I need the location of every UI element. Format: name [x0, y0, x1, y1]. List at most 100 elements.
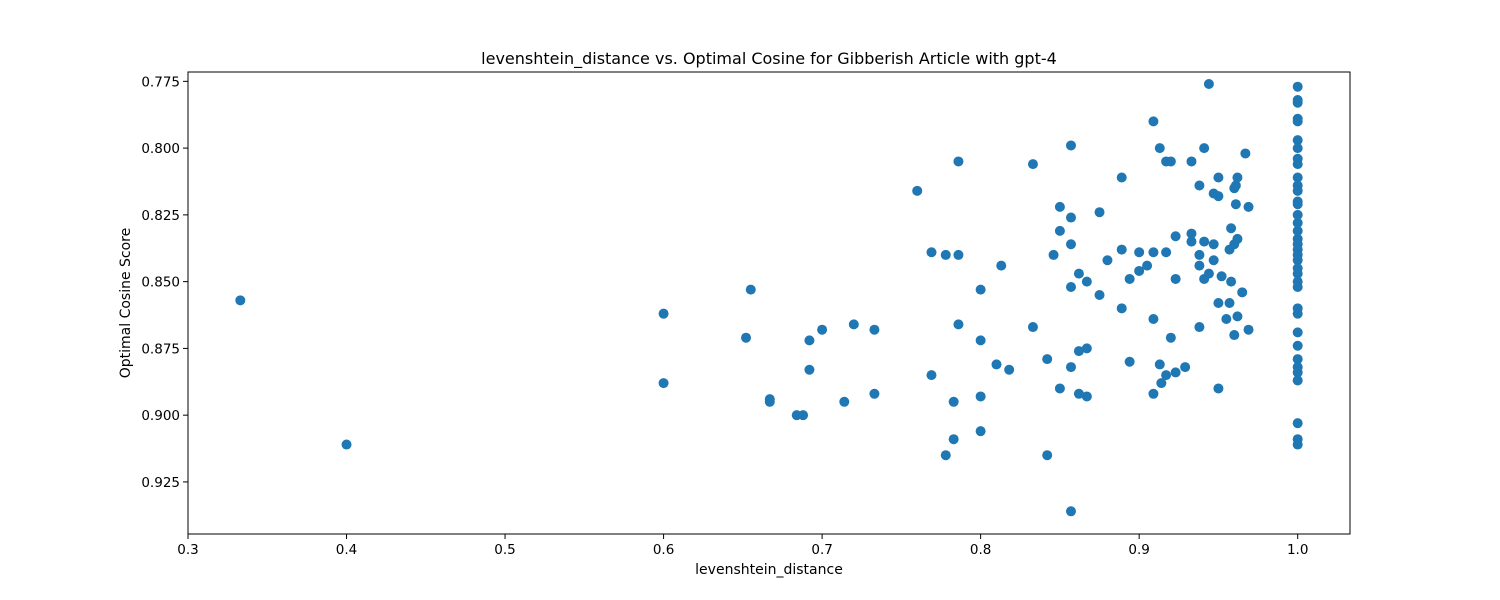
data-point: [804, 335, 815, 346]
data-point: [1292, 116, 1303, 127]
data-point: [341, 439, 352, 450]
data-point: [869, 324, 880, 335]
data-point: [1148, 116, 1159, 127]
data-point: [1065, 506, 1076, 517]
data-point: [1186, 228, 1197, 239]
data-point: [1213, 383, 1224, 394]
y-axis-ticks: 0.775 0.800 0.825 0.850 0.875 0.900 0.925: [141, 74, 188, 491]
data-point: [1081, 276, 1092, 287]
data-point: [975, 284, 986, 295]
data-point: [996, 260, 1007, 271]
points-layer: [235, 79, 1303, 517]
data-point: [1124, 273, 1135, 284]
data-point: [1134, 265, 1145, 276]
y-tick-label: 0.775: [141, 74, 180, 90]
data-point: [1165, 332, 1176, 343]
data-point: [1292, 268, 1303, 279]
data-point: [658, 308, 669, 319]
data-point: [764, 396, 775, 407]
data-point: [1065, 362, 1076, 373]
data-point: [1186, 236, 1197, 247]
data-point: [1292, 209, 1303, 220]
data-point: [1292, 354, 1303, 365]
data-point: [1048, 249, 1059, 260]
data-point: [1194, 180, 1205, 191]
data-point: [1170, 273, 1181, 284]
data-point: [1170, 367, 1181, 378]
data-point: [1232, 172, 1243, 183]
data-point: [1292, 81, 1303, 92]
x-tick-label: 0.8: [970, 542, 991, 558]
data-point: [926, 370, 937, 381]
data-point: [1142, 260, 1153, 271]
data-point: [1208, 239, 1219, 250]
data-point: [975, 391, 986, 402]
data-point: [1065, 140, 1076, 151]
x-tick-label: 0.7: [811, 542, 832, 558]
data-point: [869, 388, 880, 399]
data-point: [1134, 247, 1145, 258]
data-point: [1292, 185, 1303, 196]
y-tick-label: 0.825: [141, 208, 180, 224]
data-point: [1054, 201, 1065, 212]
data-point: [1161, 247, 1172, 258]
data-point: [1165, 156, 1176, 167]
data-point: [975, 335, 986, 346]
y-tick-label: 0.875: [141, 341, 180, 357]
data-point: [658, 378, 669, 389]
data-point: [940, 249, 951, 260]
data-point: [1194, 260, 1205, 271]
data-point: [912, 185, 923, 196]
data-point: [848, 319, 859, 330]
x-tick-label: 1.0: [1287, 542, 1308, 558]
data-point: [817, 324, 828, 335]
data-point: [1237, 287, 1248, 298]
data-point: [926, 247, 937, 258]
data-point: [1054, 225, 1065, 236]
data-point: [1292, 135, 1303, 146]
data-point: [745, 284, 756, 295]
data-point: [1156, 378, 1167, 389]
data-point: [1116, 172, 1127, 183]
data-point: [953, 249, 964, 260]
data-point: [975, 426, 986, 437]
y-tick-label: 0.800: [141, 141, 180, 157]
data-point: [1073, 346, 1084, 357]
data-point: [1213, 172, 1224, 183]
data-point: [953, 156, 964, 167]
data-point: [1124, 356, 1135, 367]
data-point: [1230, 180, 1241, 191]
data-point: [1094, 207, 1105, 218]
data-point: [1027, 159, 1038, 170]
data-point: [1102, 255, 1113, 266]
x-tick-label: 0.4: [336, 542, 357, 558]
x-tick-label: 0.9: [1128, 542, 1149, 558]
y-tick-label: 0.850: [141, 275, 180, 291]
data-point: [1232, 311, 1243, 322]
x-axis-ticks: 0.3 0.4 0.5 0.6 0.7 0.8 0.9 1.0: [177, 534, 1308, 558]
data-point: [991, 359, 1002, 370]
y-axis-label: Optimal Cosine Score: [118, 228, 134, 379]
data-point: [1042, 450, 1053, 461]
data-point: [1292, 97, 1303, 108]
data-point: [1199, 143, 1210, 154]
data-point: [1292, 225, 1303, 236]
y-tick-label: 0.925: [141, 475, 180, 491]
data-point: [1116, 303, 1127, 314]
data-point: [1186, 156, 1197, 167]
data-point: [1073, 388, 1084, 399]
data-point: [1208, 255, 1219, 266]
data-point: [1170, 231, 1181, 242]
data-point: [1292, 159, 1303, 170]
data-point: [1065, 239, 1076, 250]
data-point: [1148, 247, 1159, 258]
x-tick-label: 0.6: [653, 542, 674, 558]
data-point: [1226, 223, 1237, 234]
data-point: [1292, 143, 1303, 154]
data-point: [1081, 391, 1092, 402]
data-point: [1292, 327, 1303, 338]
data-point: [1180, 362, 1191, 373]
data-point: [1203, 268, 1214, 279]
data-point: [1027, 322, 1038, 333]
